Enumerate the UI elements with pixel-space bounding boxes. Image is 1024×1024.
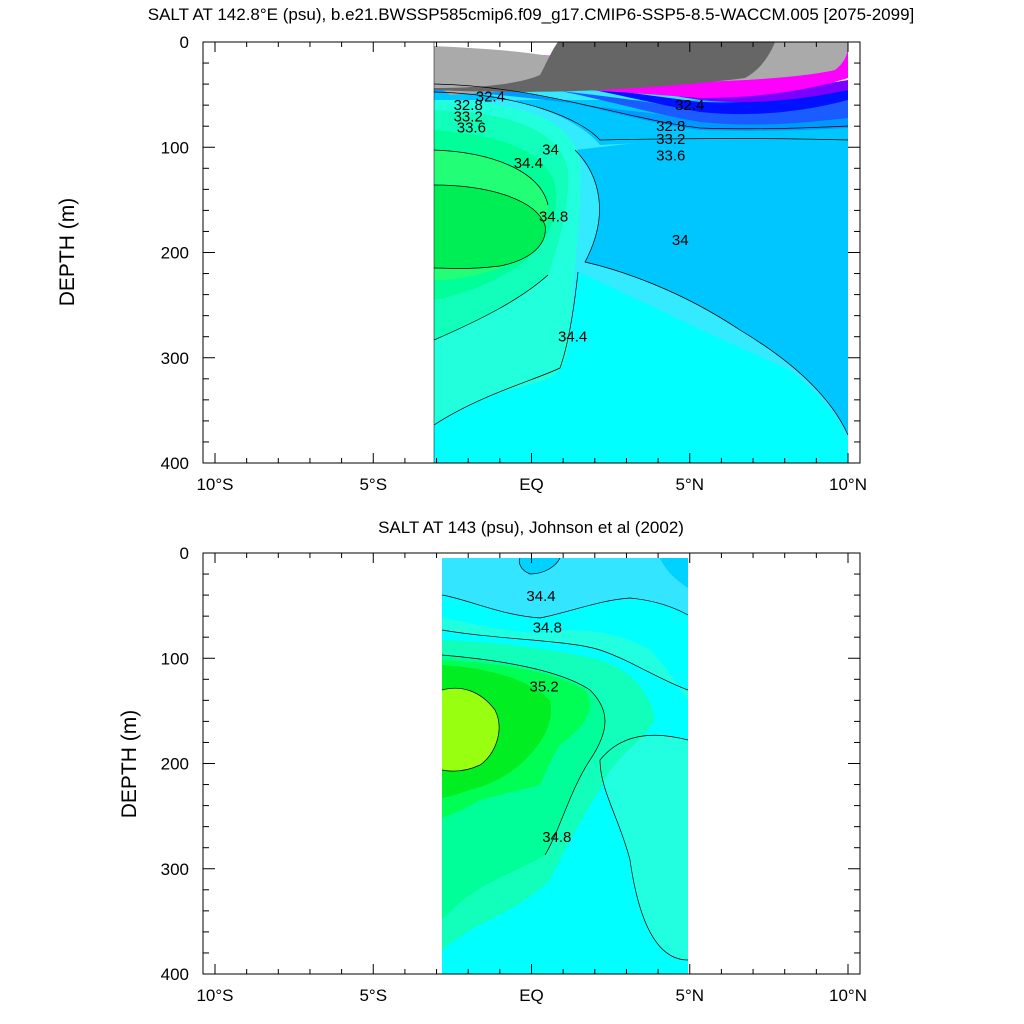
x-tick-label: 10°N — [829, 475, 867, 494]
contour-label: 32.8 — [454, 97, 483, 114]
contour-core-max — [442, 688, 500, 772]
x-tick-label: 5°N — [675, 475, 704, 494]
y-tick-label: 200 — [161, 244, 189, 263]
contour-label: 32.8 — [656, 118, 685, 135]
contour-core-max — [434, 185, 546, 269]
x-tick-label: 10°S — [196, 475, 233, 494]
contour-label: 34.8 — [539, 209, 568, 226]
contour-label: 34 — [672, 232, 689, 249]
contour-band-below-31.6 — [434, 42, 775, 92]
y-tick-label: 300 — [161, 349, 189, 368]
contour-label: 33.6 — [457, 119, 486, 136]
contour-label: 34.4 — [558, 329, 587, 346]
contour-label: 34.4 — [514, 155, 543, 172]
x-tick-label: 5°S — [359, 475, 387, 494]
y-tick-label: 100 — [161, 649, 189, 668]
contour-label: 32.4 — [476, 89, 505, 106]
x-tick-label: 5°N — [675, 986, 704, 1005]
contour-band-lowest-surface — [519, 558, 688, 588]
y-tick-label: 0 — [180, 33, 189, 52]
chart-title: SALT AT 143 (psu), Johnson et al (2002) — [378, 518, 684, 537]
contour-fill-regions — [433, 42, 849, 463]
y-tick-label: 0 — [180, 544, 189, 563]
x-tick-label: EQ — [519, 986, 544, 1005]
contour-label: 33.6 — [656, 148, 685, 165]
y-tick-label: 400 — [161, 454, 189, 473]
contour-band-34.6-34.8 — [442, 618, 688, 960]
y-axis-label: DEPTH (m) — [118, 710, 141, 819]
contour-band-33.6-34.0 — [575, 131, 848, 435]
panel-model-salinity: SALT AT 142.8°E (psu), b.e21.BWSSP585cmi… — [56, 5, 914, 494]
contour-label: 33.2 — [656, 131, 685, 148]
contour-labels: 32.432.833.233.632.432.833.233.63434.434… — [454, 89, 705, 346]
contour-band-34.4-34.8-deep — [434, 272, 848, 463]
contour-label: 34.8 — [542, 829, 571, 846]
y-tick-label: 200 — [161, 755, 189, 774]
contour-label: 33.2 — [454, 109, 483, 126]
contour-label: 34.4 — [526, 588, 555, 605]
contour-label: 34 — [542, 141, 559, 158]
contour-labels: 34.4 34.8 35.2 34.8 — [526, 588, 571, 846]
chart-title: SALT AT 142.8°E (psu), b.e21.BWSSP585cmi… — [148, 5, 915, 24]
contour-label: 32.4 — [675, 97, 704, 114]
contour-label: 35.2 — [530, 679, 559, 696]
contour-band-34.0-34.4 — [442, 558, 688, 618]
x-tick-label: 10°N — [829, 986, 867, 1005]
y-axis-label: DEPTH (m) — [56, 198, 79, 307]
x-tick-label: 10°S — [196, 986, 233, 1005]
contour-label: 34.8 — [533, 620, 562, 637]
y-tick-label: 400 — [161, 965, 189, 984]
x-tick-label: EQ — [519, 475, 544, 494]
axes: 10°S 5°S EQ 5°N 10°N 0 100 200 300 400 — [161, 544, 867, 1005]
axes: 10°S 5°S EQ 5°N 10°N 0 100 200 300 400 — [161, 33, 867, 494]
x-tick-label: 5°S — [359, 986, 387, 1005]
y-tick-label: 100 — [161, 138, 189, 157]
panel-observed-salinity: SALT AT 143 (psu), Johnson et al (2002) … — [118, 518, 867, 1005]
y-tick-label: 300 — [161, 860, 189, 879]
contour-fill-regions — [441, 557, 689, 974]
